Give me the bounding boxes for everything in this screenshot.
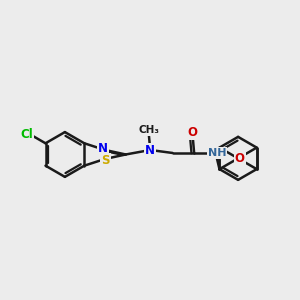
Text: N: N — [145, 144, 155, 157]
Text: O: O — [235, 152, 244, 166]
Text: NH: NH — [208, 148, 226, 158]
Text: N: N — [98, 142, 108, 155]
Text: CH₃: CH₃ — [138, 125, 159, 135]
Text: S: S — [101, 154, 110, 167]
Text: O: O — [235, 151, 244, 164]
Text: Cl: Cl — [20, 128, 33, 141]
Text: O: O — [188, 126, 198, 139]
